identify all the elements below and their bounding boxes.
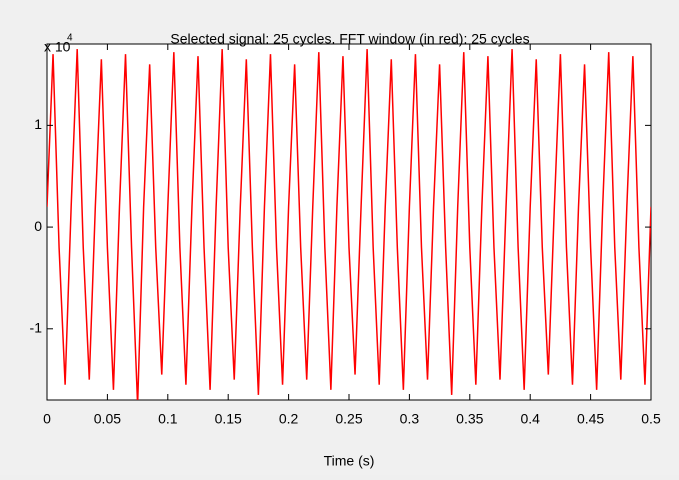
- signal-line: [47, 49, 651, 400]
- x-tick-label: 0.2: [279, 411, 299, 427]
- y-multiplier: x 10: [44, 39, 71, 55]
- y-exponent: 4: [67, 33, 73, 44]
- x-tick-label: 0.4: [520, 411, 540, 427]
- x-tick-label: 0.25: [335, 411, 362, 427]
- x-tick-label: 0.35: [456, 411, 483, 427]
- x-tick-label: 0.3: [400, 411, 420, 427]
- plot-area: [46, 43, 652, 401]
- chart-title: Selected signal: 25 cycles. FFT window (…: [170, 31, 529, 47]
- x-tick-label: 0.5: [641, 411, 661, 427]
- x-tick-label: 0.45: [577, 411, 604, 427]
- x-tick-label: 0.05: [94, 411, 121, 427]
- y-tick-label: 1: [34, 116, 42, 132]
- x-tick-label: 0: [43, 411, 51, 427]
- x-tick-label: 0.1: [158, 411, 178, 427]
- y-tick-label: 0: [34, 218, 42, 234]
- y-tick-label: -1: [30, 320, 43, 336]
- x-tick-label: 0.15: [215, 411, 242, 427]
- x-axis-label: Time (s): [324, 453, 375, 469]
